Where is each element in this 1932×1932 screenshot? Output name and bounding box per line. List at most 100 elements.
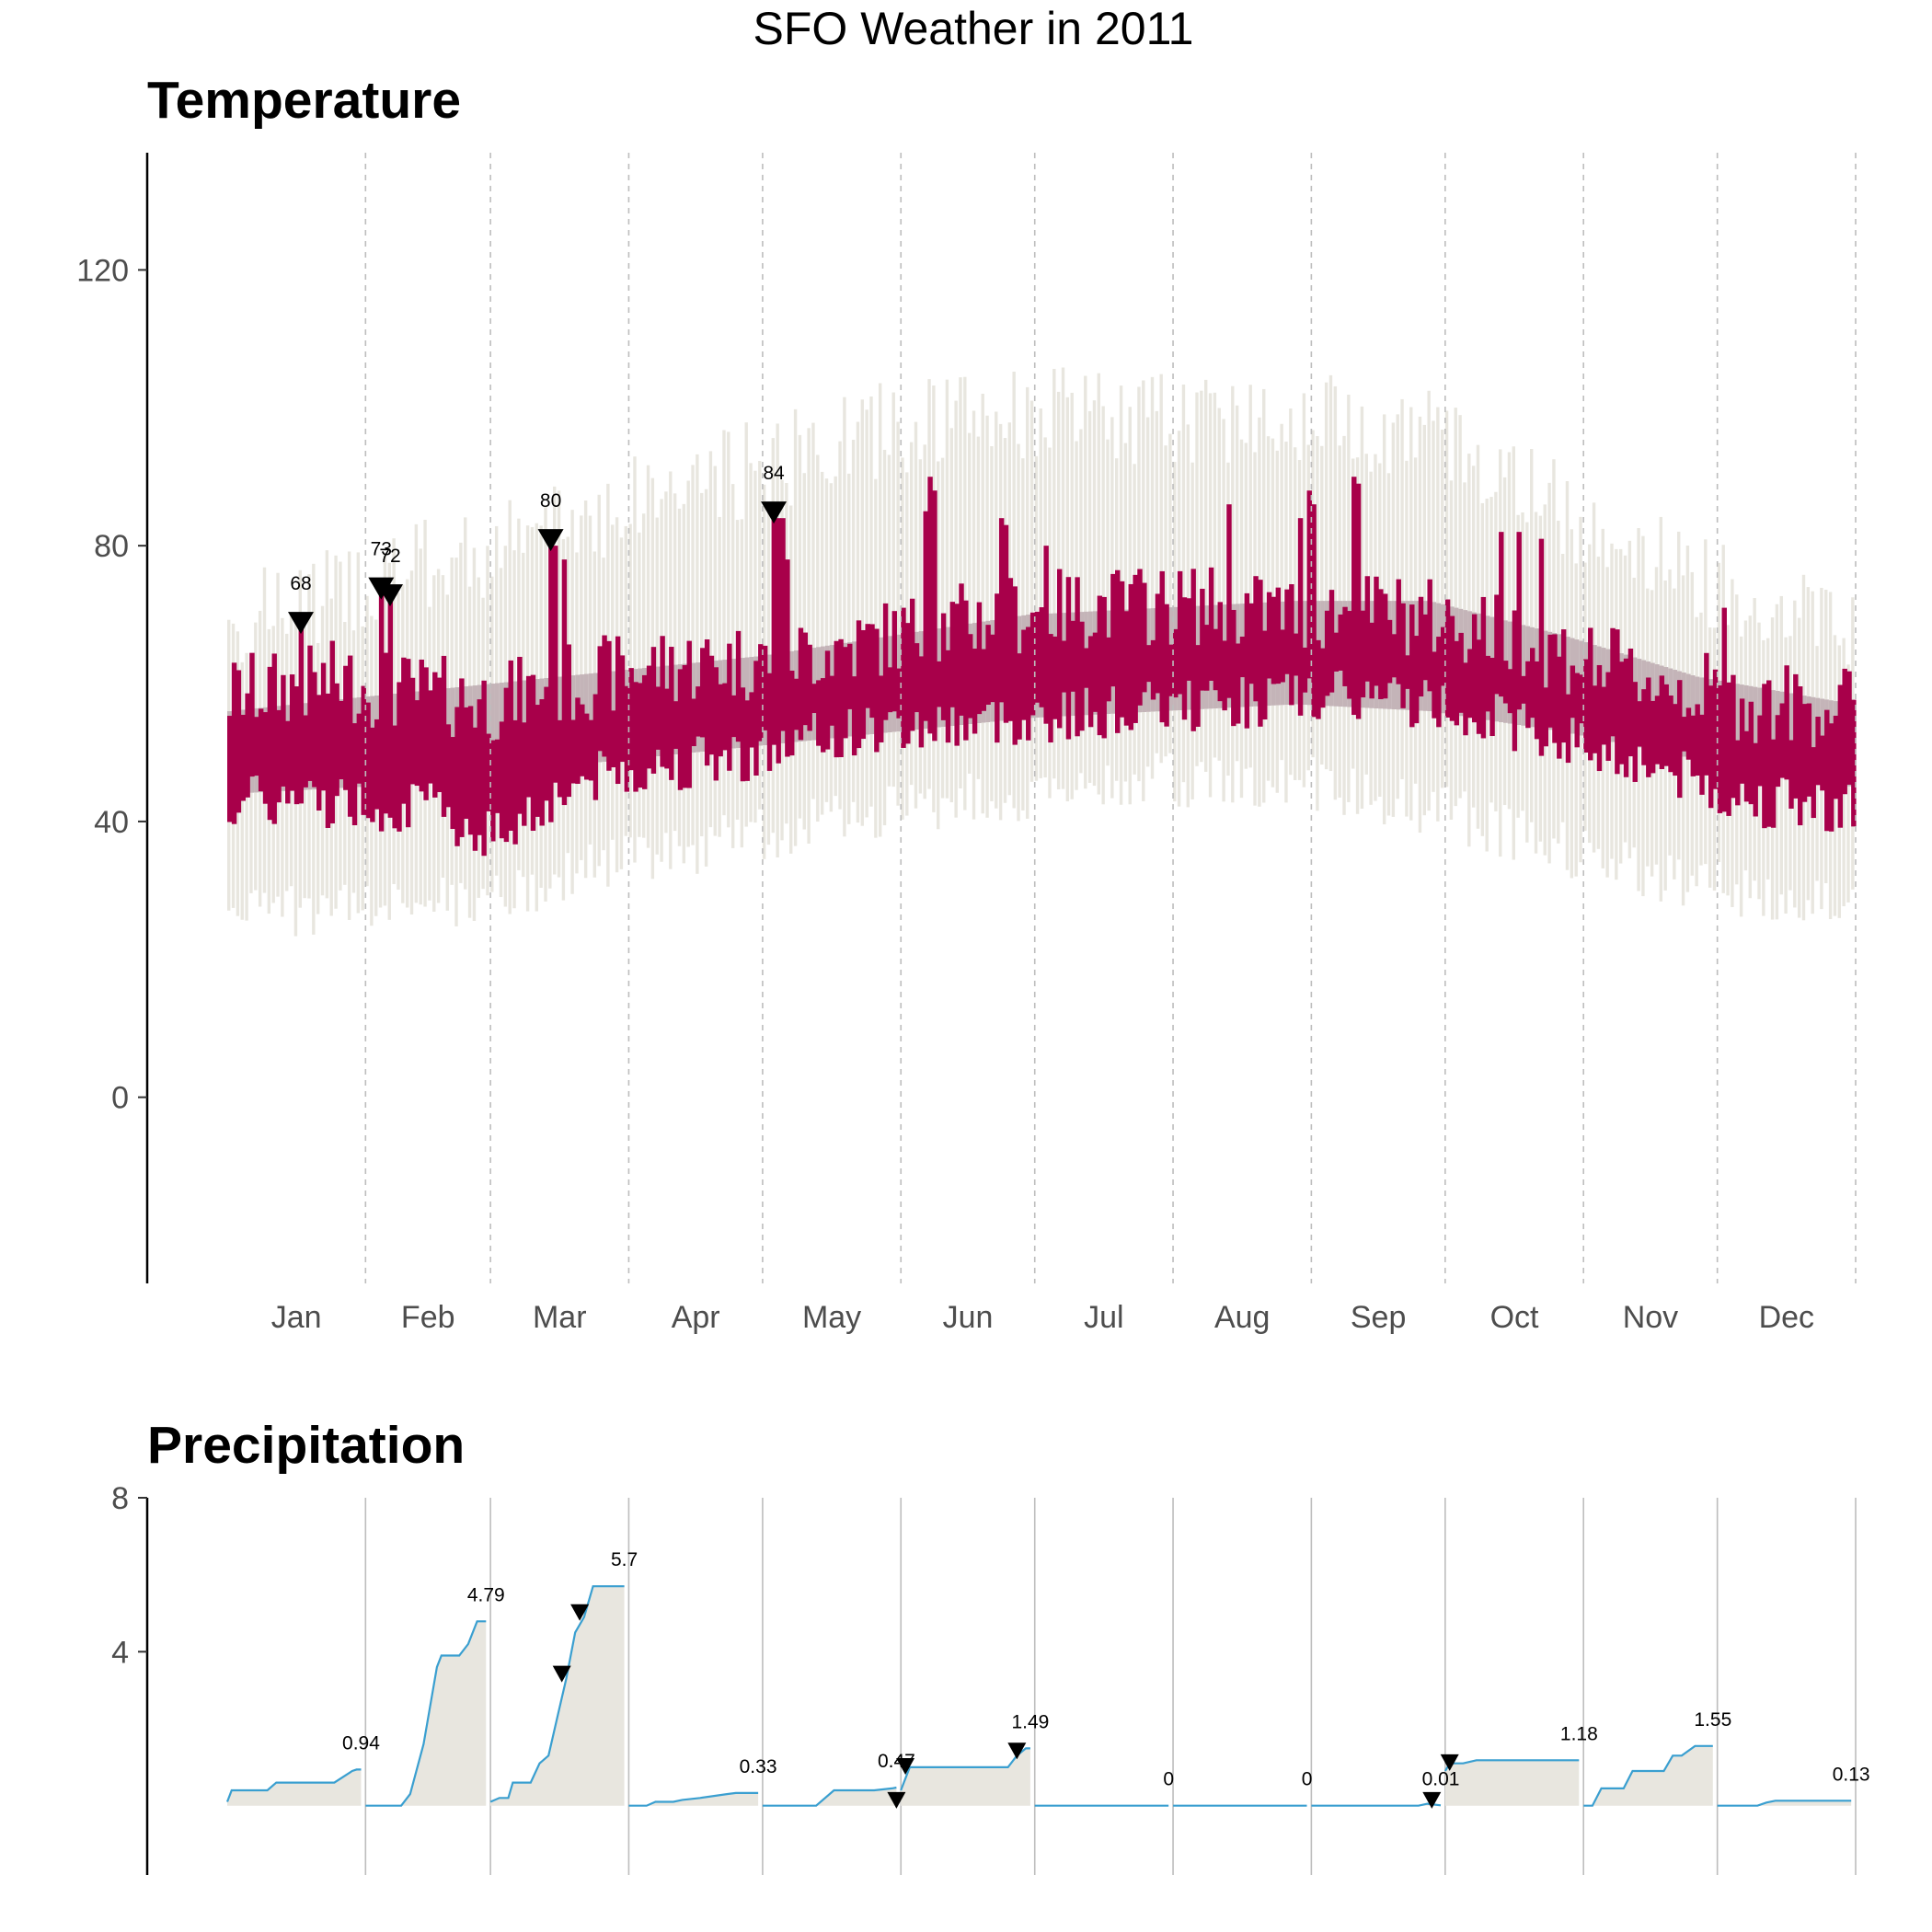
actual-bar <box>1405 655 1410 689</box>
actual-bar <box>1704 652 1709 776</box>
actual-bar <box>450 737 455 830</box>
actual-bar <box>927 477 933 734</box>
actual-bar <box>1150 639 1156 700</box>
actual-bar <box>1654 696 1661 765</box>
actual-bar <box>887 667 893 713</box>
precip-area <box>1444 1760 1580 1806</box>
precip-area <box>901 1748 1030 1806</box>
record-bar <box>1213 392 1217 758</box>
actual-bar <box>1026 627 1031 741</box>
actual-bar <box>1699 714 1705 795</box>
actual-bar <box>1351 477 1357 716</box>
actual-bar <box>945 650 951 743</box>
actual-bar <box>834 640 839 758</box>
y-tick-label: 8 <box>111 1481 129 1516</box>
actual-bar <box>650 647 657 774</box>
record-bar <box>1061 367 1065 789</box>
actual-bar <box>1084 648 1089 688</box>
actual-bar <box>1061 640 1067 693</box>
actual-bar <box>1258 580 1263 727</box>
record-bar <box>1092 400 1097 787</box>
actual-bar <box>1266 592 1272 679</box>
actual-bar <box>882 603 889 720</box>
actual-bar <box>1521 675 1526 704</box>
actual-bar <box>312 672 317 788</box>
actual-bar <box>1400 603 1406 708</box>
actual-bar <box>1726 682 1731 816</box>
actual-bar <box>1646 677 1651 777</box>
normal-bar <box>486 684 491 774</box>
actual-bar <box>1811 747 1816 819</box>
precip-total-label: 0 <box>1163 1769 1174 1790</box>
precip-marker <box>570 1604 590 1621</box>
y-tick-label: 80 <box>94 529 129 564</box>
precip-marker <box>1007 1742 1027 1760</box>
actual-bar <box>923 511 928 721</box>
record-bar <box>1070 392 1074 799</box>
actual-bar <box>553 546 558 783</box>
record-bar <box>1458 415 1462 799</box>
actual-bar <box>1846 671 1852 785</box>
precip-series <box>225 1585 1852 1807</box>
actual-bar <box>1712 669 1719 789</box>
actual-bar <box>1422 614 1429 681</box>
month-label: Aug <box>1214 1300 1271 1335</box>
actual-bar <box>740 687 746 782</box>
record-label: 73 <box>371 539 392 560</box>
actual-bar <box>713 667 719 781</box>
actual-bar <box>816 680 822 746</box>
actual-bar <box>1851 699 1857 827</box>
record-bar <box>967 432 972 774</box>
y-tick-label: 0 <box>111 1081 129 1116</box>
actual-bar <box>793 678 799 730</box>
actual-bar <box>1391 634 1397 678</box>
actual-bar <box>575 697 581 784</box>
normal-bar <box>1770 690 1776 774</box>
actual-bar <box>718 684 723 757</box>
record-bar <box>1248 385 1252 768</box>
actual-bar <box>1168 644 1174 696</box>
actual-bar <box>276 709 282 803</box>
record-bar <box>758 461 762 810</box>
actual-bar <box>588 719 594 781</box>
precip-total-label: 0 <box>1302 1769 1313 1790</box>
actual-bar <box>1275 587 1282 684</box>
actual-bar <box>798 627 804 741</box>
actual-bar <box>1833 715 1839 799</box>
record-bar <box>1145 417 1150 767</box>
actual-bar <box>356 713 362 784</box>
actual-bar <box>1374 576 1379 686</box>
actual-bar <box>1204 625 1210 691</box>
actual-bar <box>383 652 389 814</box>
actual-bar <box>281 674 286 787</box>
actual-bar <box>1592 685 1598 753</box>
precip-line <box>365 1620 487 1807</box>
precip-marker <box>887 1791 906 1809</box>
actual-bar <box>981 649 986 711</box>
actual-bar <box>329 640 335 824</box>
actual-bar <box>1338 614 1343 671</box>
actual-bar <box>1499 532 1504 697</box>
actual-bar <box>901 607 906 748</box>
record-bar <box>1097 373 1101 795</box>
actual-bar <box>660 636 665 767</box>
normal-bar <box>1743 684 1749 768</box>
actual-bar <box>874 628 880 753</box>
record-bar <box>1444 410 1449 788</box>
actual-bar <box>1386 619 1393 684</box>
actual-bar <box>1110 573 1116 687</box>
actual-bar <box>1753 742 1758 817</box>
actual-bar <box>1677 680 1683 799</box>
actual-bar <box>285 720 291 804</box>
normal-bar <box>1681 673 1686 757</box>
actual-bar <box>544 686 549 801</box>
precip-line <box>628 1791 759 1807</box>
month-label: Jun <box>943 1300 994 1335</box>
actual-bar <box>1530 648 1535 719</box>
record-bar <box>879 383 882 837</box>
record-bar <box>869 396 873 807</box>
record-bar <box>959 377 962 788</box>
actual-bar <box>1449 615 1455 721</box>
actual-bar <box>561 559 568 806</box>
actual-bar <box>592 694 599 800</box>
